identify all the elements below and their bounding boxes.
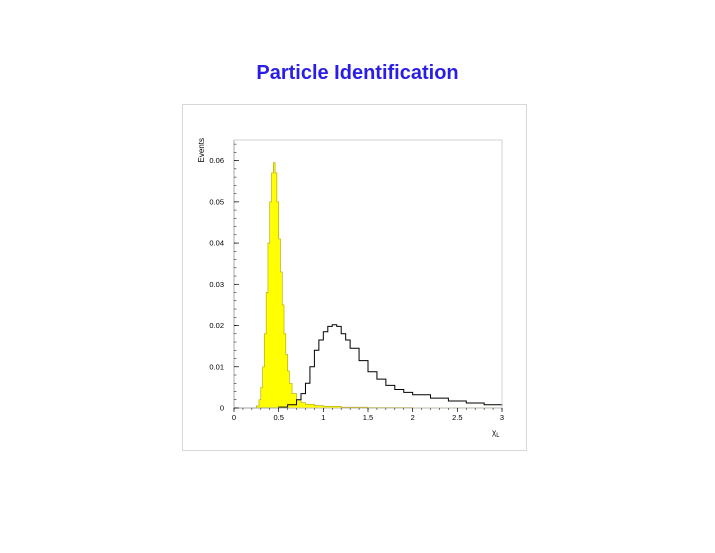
slide-title: Particle Identification <box>256 62 459 84</box>
x-axis-title-subscript: L <box>496 433 500 439</box>
x-tick-label: 0.5 <box>273 413 283 422</box>
y-tick-label: 0 <box>220 404 224 413</box>
y-tick-label: 0.05 <box>209 197 224 206</box>
y-tick-label: 0.03 <box>209 280 224 289</box>
series-filled-histogram <box>234 162 502 409</box>
x-tick-label: 0 <box>232 413 236 422</box>
chart-frame <box>182 104 527 451</box>
x-tick-label: 1 <box>321 413 325 422</box>
x-tick-label: 1.5 <box>363 413 373 422</box>
x-axis-title: χL <box>492 428 500 439</box>
ticks-layer: 0 0.5 1 1.5 2 2.5 3 0 0.01 0.02 0.03 0.04 0.05 0.06 <box>209 143 504 422</box>
y-tick-label: 0.04 <box>209 239 224 248</box>
x-axis-title-main: χ <box>492 428 497 437</box>
series-layer <box>234 162 503 409</box>
y-axis-title: Events <box>197 138 206 162</box>
y-tick-label: 0.01 <box>209 362 224 371</box>
y-tick-label: 0.06 <box>209 156 224 165</box>
series-outline-histogram <box>234 324 503 409</box>
y-tick-label: 0.02 <box>209 321 224 330</box>
x-tick-label: 3 <box>500 413 504 422</box>
x-tick-label: 2.5 <box>452 413 462 422</box>
x-tick-label: 2 <box>411 413 415 422</box>
